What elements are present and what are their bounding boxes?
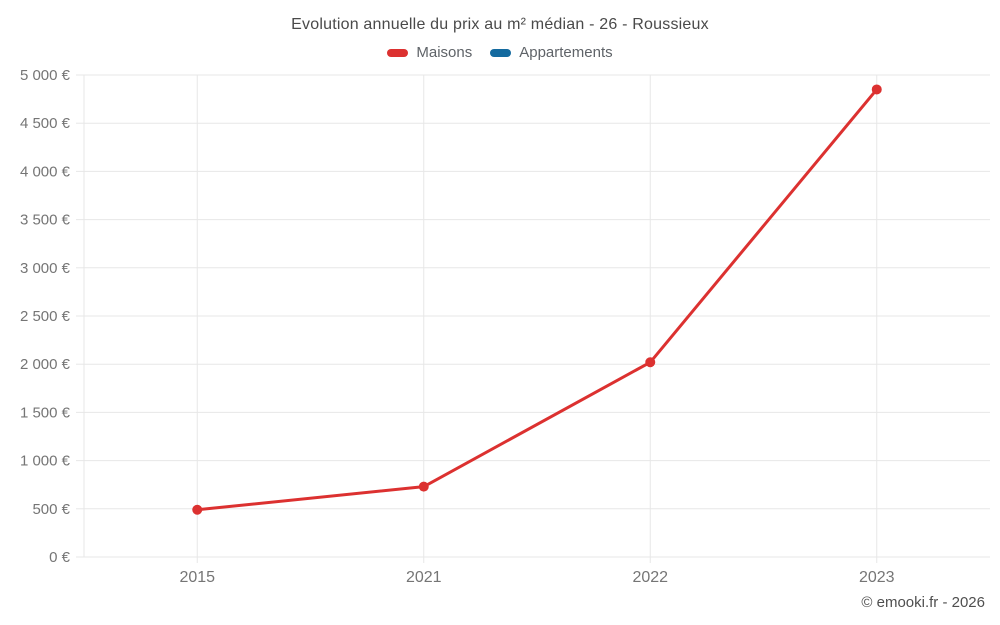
y-tick-label: 0 € (49, 549, 71, 566)
data-point-maisons (871, 84, 882, 95)
legend-label-maisons: Maisons (416, 44, 473, 61)
data-point-maisons (192, 504, 203, 515)
y-tick-label: 3 500 € (20, 212, 71, 229)
y-tick-label: 4 000 € (20, 163, 71, 180)
chart-title: Evolution annuelle du prix au m² médian … (291, 16, 709, 33)
data-point-maisons (418, 481, 429, 492)
copyright: © emooki.fr - 2026 (861, 594, 985, 611)
legend: Maisons Appartements (0, 44, 1000, 61)
x-tick-label: 2022 (632, 569, 668, 586)
y-tick-label: 500 € (32, 501, 70, 518)
y-tick-label: 3 000 € (20, 260, 71, 277)
legend-item-appartements[interactable]: Appartements (490, 44, 613, 61)
legend-item-maisons[interactable]: Maisons (387, 44, 472, 61)
series-line-maisons (195, 87, 879, 512)
y-tick-label: 1 000 € (20, 453, 71, 470)
maisons-series-swatch-icon (387, 48, 409, 57)
x-tick-label: 2015 (179, 569, 215, 586)
y-tick-label: 1 500 € (20, 404, 71, 421)
y-tick-label: 4 500 € (20, 115, 71, 132)
y-tick-label: 5 000 € (20, 67, 71, 84)
y-tick-label: 2 500 € (20, 308, 71, 325)
x-tick-label: 2021 (406, 569, 442, 586)
appartements-series-swatch-icon (490, 48, 512, 57)
x-tick-label: 2023 (859, 569, 895, 586)
legend-label-appartements: Appartements (519, 44, 613, 61)
data-point-maisons (645, 357, 656, 368)
y-tick-label: 2 000 € (20, 356, 71, 373)
